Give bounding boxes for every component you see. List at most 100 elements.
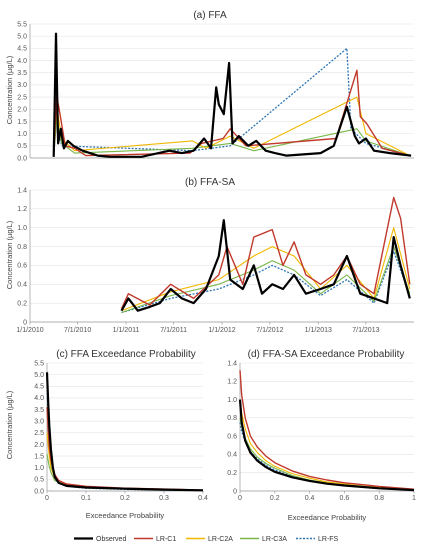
y-tick-label: 0.5 xyxy=(34,477,44,484)
x-tick-label: 7/1/2010 xyxy=(64,327,91,334)
series-line-lr-fs xyxy=(46,386,204,492)
y-tick-label: 0 xyxy=(233,488,237,495)
panel-b-title: (b) FFA-SA xyxy=(185,177,235,188)
legend-label: LR-C3A xyxy=(262,536,287,543)
y-tick-label: 1.4 xyxy=(227,360,237,367)
panel-c-ffa-exceedance: (c) FFA Exceedance Probability Concentra… xyxy=(5,349,208,520)
x-tick-label: 0.4 xyxy=(305,495,315,502)
y-tick-label: 0.4 xyxy=(227,452,237,459)
panel-c-plot xyxy=(45,362,204,494)
y-tick-label: 0.5 xyxy=(17,143,27,150)
y-tick-label: 0.4 xyxy=(17,282,27,289)
series-line-lr-c2a xyxy=(121,227,411,312)
panel-c-title: (c) FFA Exceedance Probability xyxy=(56,349,196,360)
series-line-observed xyxy=(45,372,204,492)
y-tick-label: 2.0 xyxy=(17,107,27,114)
y-tick-label: 3.5 xyxy=(17,70,27,77)
panel-b-yticks: 0 0.2 0.4 0.6 0.8 1.0 1.2 1.4 xyxy=(17,187,27,326)
x-tick-label: 1 xyxy=(412,495,416,502)
y-tick-label: 1.0 xyxy=(17,225,27,232)
panel-a-ffa: (a) FFA Concentration (µg/L) 0.0 0.5 1.0 1.… xyxy=(5,10,414,162)
y-tick-label: 1.2 xyxy=(17,206,27,213)
x-tick-label: 0.3 xyxy=(159,495,169,502)
series-line-lr-c2a xyxy=(46,432,204,491)
panel-b-plot xyxy=(29,189,414,325)
series-line-observed xyxy=(120,219,411,312)
panel-a-ylabel: Concentration (µg/L) xyxy=(5,55,14,124)
panel-d-plot xyxy=(238,362,415,494)
x-tick-label: 1/1/2012 xyxy=(208,327,235,334)
x-tick-label: 7/1/2012 xyxy=(256,327,283,334)
panel-b-xticks: 1/1/2010 7/1/2010 1/1/2011 7/1/2011 1/1/2012… xyxy=(16,327,379,334)
y-tick-label: 0 xyxy=(23,319,27,326)
x-tick-label: 7/1/2013 xyxy=(352,327,379,334)
panel-b-ylabel: Concentration (µg/L) xyxy=(5,220,14,289)
y-tick-label: 1.5 xyxy=(17,119,27,126)
y-tick-label: 0.6 xyxy=(227,433,237,440)
series-line-lr-c1 xyxy=(53,69,410,157)
y-tick-label: 3.5 xyxy=(34,407,44,414)
y-tick-label: 2.0 xyxy=(34,442,44,449)
y-tick-label: 1.0 xyxy=(17,131,27,138)
series-line-observed xyxy=(52,32,412,158)
series-line-lr-c3a xyxy=(121,246,411,314)
y-tick-label: 4.5 xyxy=(17,46,27,53)
y-tick-label: 5.5 xyxy=(17,21,27,28)
y-tick-label: 4.5 xyxy=(34,384,44,391)
series-line-lr-c1 xyxy=(46,407,204,491)
x-tick-label: 0.8 xyxy=(374,495,384,502)
x-tick-label: 1/1/2011 xyxy=(113,327,140,334)
x-tick-label: 1/1/2013 xyxy=(305,327,332,334)
y-tick-label: 0.0 xyxy=(17,155,27,162)
series-line-lr-c1 xyxy=(239,370,415,490)
series-line-lr-c1 xyxy=(120,196,411,310)
y-tick-label: 0.8 xyxy=(227,415,237,422)
legend-label: LR-C1 xyxy=(156,536,176,543)
panel-a-plot xyxy=(29,23,414,159)
panel-d-ffa-sa-exceedance: (d) FFA-SA Exceedance Probability Exceed… xyxy=(227,349,416,522)
x-tick-label: 0.4 xyxy=(198,495,208,502)
y-tick-label: 4.0 xyxy=(17,58,27,65)
panel-c-xlabel: Exceedance Probability xyxy=(86,511,165,520)
series-line-lr-c2a xyxy=(239,399,415,491)
y-tick-label: 0.6 xyxy=(17,263,27,270)
y-tick-label: 2.5 xyxy=(34,430,44,437)
y-tick-label: 1.0 xyxy=(227,397,237,404)
y-tick-label: 1.0 xyxy=(34,465,44,472)
panel-d-xlabel: Exceedance Probability xyxy=(288,513,367,522)
y-tick-label: 0.8 xyxy=(17,244,27,251)
x-tick-label: 0 xyxy=(238,495,242,502)
y-tick-label: 3.0 xyxy=(34,418,44,425)
y-tick-label: 1.2 xyxy=(227,379,237,386)
legend-label: LR-FS xyxy=(318,536,339,543)
y-tick-label: 4.0 xyxy=(34,395,44,402)
panel-d-title: (d) FFA-SA Exceedance Probability xyxy=(248,349,405,360)
x-tick-label: 0.6 xyxy=(340,495,350,502)
panel-a-yticks: 0.0 0.5 1.0 1.5 2.0 2.5 3.0 3.5 4.0 4.5 5.0 5.5 xyxy=(17,21,27,162)
y-tick-label: 1.4 xyxy=(17,187,27,194)
x-tick-label: 7/1/2011 xyxy=(160,327,187,334)
legend-label: Observed xyxy=(96,536,126,543)
panel-b-ffa-sa: (b) FFA-SA Concentration (µg/L) 00.20.40… xyxy=(5,177,414,334)
y-tick-label: 2.5 xyxy=(17,94,27,101)
panel-c-yticks: 0.0 0.5 1.0 1.5 2.0 2.5 3.0 3.5 4.0 4.5 5.0 5.5 xyxy=(34,360,44,495)
y-tick-label: 5.0 xyxy=(34,372,44,379)
legend: Observed LR-C1 LR-C2A LR-C3A LR-FS xyxy=(74,536,339,543)
series-line-observed xyxy=(238,399,415,492)
x-tick-label: 0.2 xyxy=(270,495,280,502)
x-tick-label: 0 xyxy=(45,495,49,502)
panel-d-xticks: 0 0.2 0.4 0.6 0.8 1 xyxy=(238,495,416,502)
legend-label: LR-C2A xyxy=(208,536,233,543)
panel-c-ylabel: Concentration (µg/L) xyxy=(5,390,14,459)
panel-c-xticks: 0 0.1 0.2 0.3 0.4 xyxy=(45,495,208,502)
panel-d-yticks: 0 0.2 0.4 0.6 0.8 1.0 1.2 1.4 xyxy=(227,360,237,495)
y-tick-label: 0.2 xyxy=(227,470,237,477)
y-tick-label: 0.0 xyxy=(34,488,44,495)
y-tick-label: 0.2 xyxy=(17,300,27,307)
panel-a-title: (a) FFA xyxy=(193,10,227,21)
x-tick-label: 0.1 xyxy=(81,495,91,502)
x-tick-label: 1/1/2010 xyxy=(16,327,43,334)
y-tick-label: 1.5 xyxy=(34,453,44,460)
series-line-lr-c3a xyxy=(239,417,415,491)
